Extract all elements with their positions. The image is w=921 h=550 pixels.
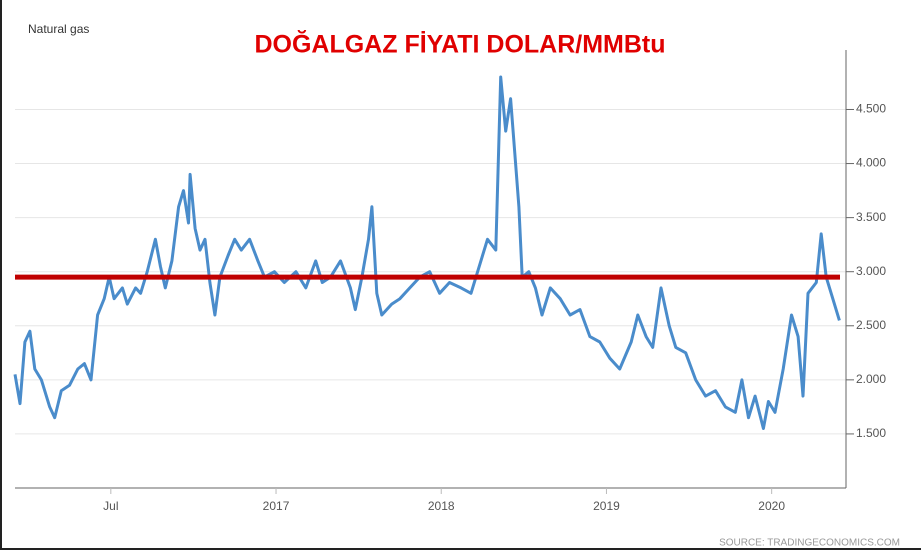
y-tick-label: 1.500 [856,426,886,440]
y-tick-label: 4.500 [856,102,886,116]
y-tick-label: 2.500 [856,318,886,332]
x-tick-label: 2019 [593,499,620,513]
line-series [13,75,841,430]
y-tick-label: 3.500 [856,210,886,224]
source: SOURCE: TRADINGECONOMICS.COM [719,538,900,549]
y-tick-label: 3.000 [856,264,886,278]
x-tick-label: 2017 [263,499,290,513]
chart-title: DOĞALGAZ FİYATI DOLAR/MMBtu [254,30,665,59]
x-tick-label: Jul [103,499,118,513]
x-tick-label: 2018 [428,499,455,513]
subtitle: Natural gas [28,22,89,36]
y-tick-label: 4.000 [856,156,886,170]
x-tick-label: 2020 [758,499,785,513]
y-tick-label: 2.000 [856,372,886,386]
